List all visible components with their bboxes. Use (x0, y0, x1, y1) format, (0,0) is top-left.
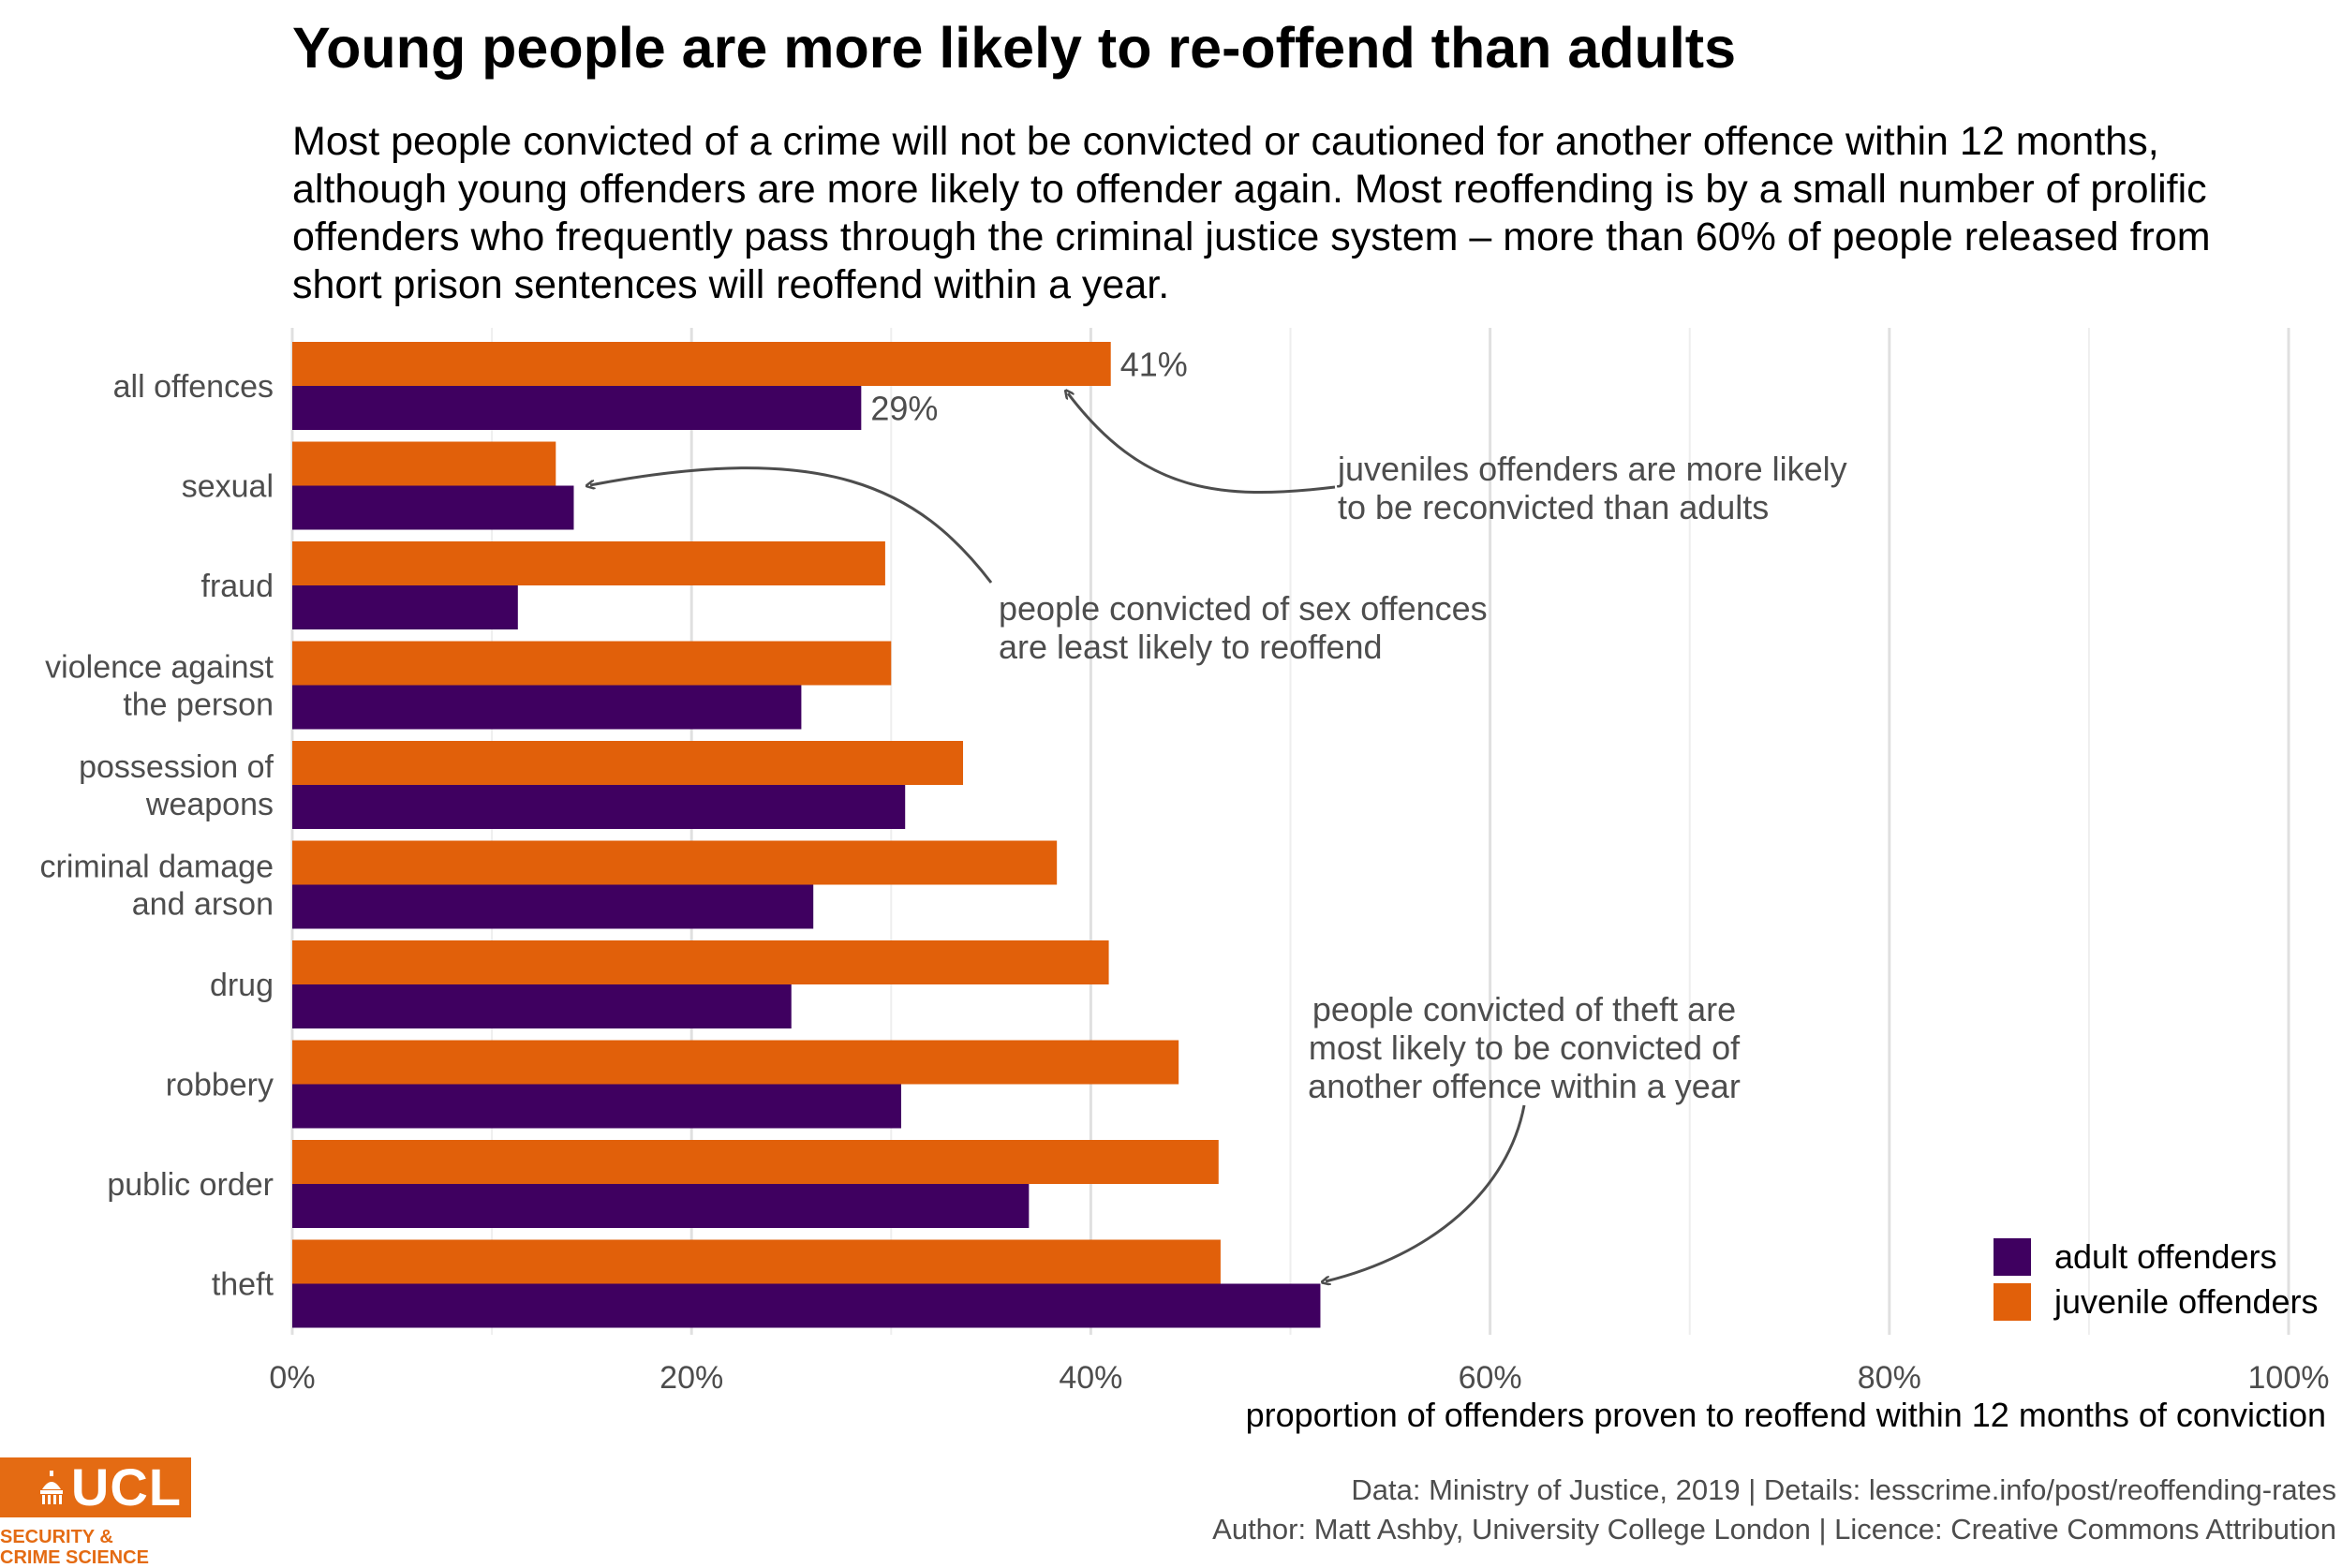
data-label: 41% (1120, 346, 1188, 384)
credits-author-line: Author: Matt Ashby, University College L… (1212, 1513, 2336, 1546)
ucl-logo-text: UCL (70, 1457, 182, 1516)
ucl-logo: UCL SECURITY & CRIME SCIENCE (0, 1457, 197, 1568)
ucl-logo-box: UCL (0, 1457, 191, 1517)
data-label: 29% (870, 390, 938, 428)
category-label: fraud (201, 569, 274, 604)
ucl-logo-subtitle: SECURITY & CRIME SCIENCE (0, 1527, 197, 1568)
chart-title: Young people are more likely to re-offen… (292, 16, 1737, 80)
bar-adult (292, 485, 574, 530)
category-label: criminal damage (40, 850, 274, 885)
bar-adult (292, 685, 802, 730)
x-tick-label: 0% (269, 1360, 315, 1396)
bar-juvenile (292, 741, 964, 785)
legend-label: juvenile offenders (2053, 1282, 2319, 1321)
bar-juvenile (292, 1040, 1179, 1085)
annotation-text: people convicted of sex offences (999, 589, 1488, 628)
bar-juvenile (292, 1239, 1221, 1284)
annotation-text: people convicted of theft are (1312, 990, 1736, 1028)
bar-adult (292, 884, 814, 929)
category-label: theft (212, 1267, 274, 1303)
x-tick-label: 40% (1059, 1360, 1122, 1396)
category-label: weapons (145, 787, 274, 822)
category-label: all offences (113, 369, 274, 405)
category-label: robbery (166, 1068, 274, 1103)
bar-juvenile (292, 940, 1109, 984)
category-label: possession of (79, 749, 274, 785)
legend: adult offenders juvenile offenders (1994, 1237, 2319, 1321)
bar-adult (292, 1283, 1321, 1328)
annotation-arrow (590, 466, 993, 584)
chart-subtitle: Most people convicted of a crime will no… (292, 119, 2211, 307)
credits: Data: Ministry of Justice, 2019 | Detail… (1212, 1471, 2336, 1549)
bar-adult (292, 1184, 1030, 1228)
credits-data-line: Data: Ministry of Justice, 2019 | Detail… (1351, 1473, 2336, 1506)
legend-swatch (1994, 1238, 2031, 1276)
bar-adult (292, 984, 792, 1028)
x-tick-label: 100% (2248, 1360, 2330, 1396)
category-label: and arson (132, 887, 274, 923)
bar-juvenile (292, 541, 885, 585)
category-label: drug (210, 968, 274, 1003)
ucl-logo-subtitle-line: CRIME SCIENCE (0, 1547, 149, 1568)
bar-juvenile (292, 1140, 1219, 1184)
annotation-text: to be reconvicted than adults (1338, 488, 1769, 526)
bar-juvenile (292, 342, 1111, 386)
annotation-arrow (1068, 393, 1336, 494)
bar-juvenile (292, 441, 556, 486)
category-label: violence against (45, 650, 274, 686)
ucl-logo-subtitle-line: SECURITY & (0, 1527, 113, 1547)
annotation-text: juveniles offenders are more likely (1337, 450, 1847, 488)
category-label: public order (107, 1167, 274, 1203)
category-label: the person (123, 688, 274, 723)
ucl-dome-icon (40, 1471, 63, 1504)
bar-adult (292, 386, 862, 430)
annotation-text: are least likely to reoffend (999, 628, 1383, 666)
x-tick-label: 80% (1858, 1360, 1921, 1396)
labels: 0% 20% 40% 60% 80% 100% all offences sexual frau… (40, 346, 2330, 1435)
bar-juvenile (292, 641, 892, 686)
annotation-arrow (1326, 1104, 1526, 1281)
x-tick-label: 60% (1459, 1360, 1522, 1396)
category-label: sexual (182, 469, 274, 505)
bar-juvenile (292, 840, 1058, 885)
legend-label: adult offenders (2054, 1237, 2277, 1276)
x-tick-label: 20% (660, 1360, 723, 1396)
bar-adult (292, 585, 518, 629)
bars (292, 342, 1321, 1328)
x-axis-label: proportion of offenders proven to reoffe… (1246, 1396, 2326, 1434)
annotation-text: another offence within a year (1308, 1067, 1741, 1105)
legend-swatch (1994, 1283, 2031, 1321)
bar-adult (292, 785, 906, 829)
bar-adult (292, 1084, 901, 1129)
annotation-text: most likely to be convicted of (1309, 1028, 1741, 1067)
